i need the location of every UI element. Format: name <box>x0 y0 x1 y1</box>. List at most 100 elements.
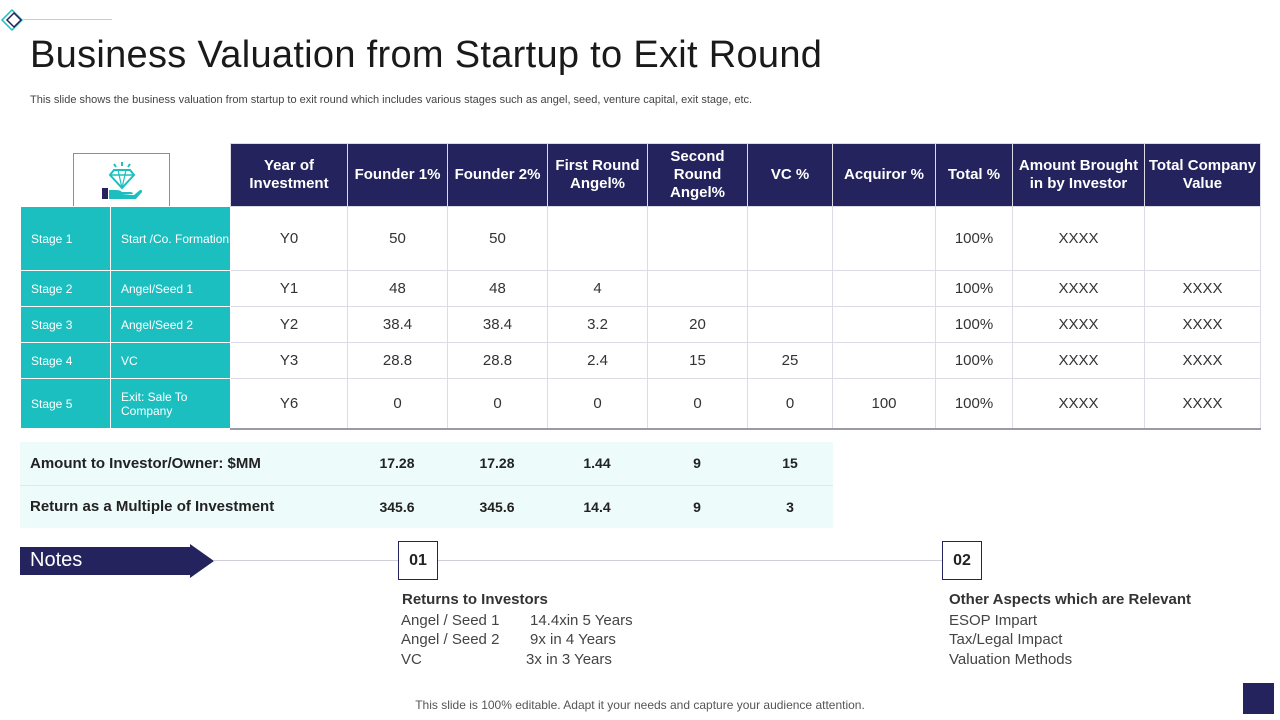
table-cell: 38.4 <box>447 306 548 343</box>
column-header: Total Company Value <box>1144 143 1261 207</box>
table-cell <box>547 206 648 271</box>
table-cell: XXXX <box>1144 270 1261 307</box>
stage-description: Angel/Seed 1 <box>110 270 231 307</box>
table-row: Stage 5 Exit: Sale To Company Y6 0 0 0 0… <box>20 378 1261 430</box>
stage-description: Start /Co. Formation <box>110 206 231 271</box>
stage-description: Angel/Seed 2 <box>110 306 231 343</box>
table-cell <box>647 270 748 307</box>
table-cell: Y6 <box>230 378 348 430</box>
note-line-value: 9x in 4 Years <box>530 631 616 648</box>
table-cell: XXXX <box>1012 378 1145 430</box>
column-header: Total % <box>935 143 1013 207</box>
table-cell <box>832 342 936 379</box>
table-cell <box>832 306 936 343</box>
table-row: Stage 2 Angel/Seed 1 Y1 48 48 4 100% XXX… <box>20 270 1261 307</box>
header-icon-box <box>73 153 170 207</box>
notes-timeline-line <box>214 560 942 561</box>
note-number-box: 02 <box>942 541 982 580</box>
notes-label: Notes <box>30 549 83 571</box>
table-cell: XXXX <box>1144 378 1261 430</box>
stage-label: Stage 2 <box>20 270 111 307</box>
table-cell: 38.4 <box>347 306 448 343</box>
summary-row: Amount to Investor/Owner: $MM 17.28 17.2… <box>20 442 833 486</box>
column-header: Year of Investment <box>230 143 348 207</box>
corner-square <box>1243 683 1274 714</box>
table-cell: 100% <box>935 206 1013 271</box>
table-cell: 0 <box>647 378 748 430</box>
table-cell: 3.2 <box>547 306 648 343</box>
stage-label: Stage 1 <box>20 206 111 271</box>
table-cell: 100% <box>935 378 1013 430</box>
table-cell <box>647 206 748 271</box>
stage-label: Stage 5 <box>20 378 111 429</box>
note-line: Tax/Legal Impact <box>949 631 1063 648</box>
table-cell: XXXX <box>1012 270 1145 307</box>
table-cell: 2.4 <box>547 342 648 379</box>
table-cell: Y1 <box>230 270 348 307</box>
summary-value: 1.44 <box>547 442 647 486</box>
table-cell <box>832 206 936 271</box>
note-line: Valuation Methods <box>949 651 1073 668</box>
table-cell: XXXX <box>1012 306 1145 343</box>
table-cell: XXXX <box>1144 342 1261 379</box>
table-cell: 4 <box>547 270 648 307</box>
header-rule <box>22 19 112 20</box>
table-cell: 28.8 <box>447 342 548 379</box>
table-cell: 28.8 <box>347 342 448 379</box>
note-title: Returns to Investors <box>402 591 548 608</box>
column-header: Founder 1% <box>347 143 448 207</box>
stage-label: Stage 4 <box>20 342 111 379</box>
page-subtitle: This slide shows the business valuation … <box>30 94 753 106</box>
table-cell: XXXX <box>1144 306 1261 343</box>
column-header: First Round Angel% <box>547 143 648 207</box>
table-cell <box>1144 206 1261 271</box>
note-line-name: VC <box>401 651 422 668</box>
note-title: Other Aspects which are Relevant <box>949 591 1192 608</box>
table-cell: 50 <box>347 206 448 271</box>
valuation-table: Year of Investment Founder 1% Founder 2%… <box>20 143 1261 430</box>
column-header: Founder 2% <box>447 143 548 207</box>
table-cell: 15 <box>647 342 748 379</box>
stage-description: Exit: Sale To Company <box>110 378 231 429</box>
table-cell: Y3 <box>230 342 348 379</box>
notes-arrow-shape <box>20 544 214 578</box>
table-cell <box>747 306 833 343</box>
diamond-in-hand-icon <box>101 161 142 199</box>
summary-label: Amount to Investor/Owner: $MM <box>20 442 347 486</box>
stage-label: Stage 3 <box>20 306 111 343</box>
column-header: Second Round Angel% <box>647 143 748 207</box>
table-cell: 0 <box>747 378 833 430</box>
column-header: Acquiror % <box>832 143 936 207</box>
summary-label: Return as a Multiple of Investment <box>30 498 275 516</box>
note-line-name: Angel / Seed 1 <box>401 612 500 629</box>
summary-value: 9 <box>693 498 701 515</box>
stage-description: VC <box>110 342 231 379</box>
table-cell: 48 <box>447 270 548 307</box>
table-row: Stage 4 VC Y3 28.8 28.8 2.4 15 25 100% X… <box>20 342 1261 379</box>
table-cell <box>747 270 833 307</box>
note-line-name: Angel / Seed 2 <box>401 631 500 648</box>
table-cell: 100% <box>935 270 1013 307</box>
column-header: VC % <box>747 143 833 207</box>
table-cell: XXXX <box>1012 342 1145 379</box>
summary-value: 345.6 <box>479 498 515 515</box>
summary-value: 15 <box>747 442 833 486</box>
table-cell: 25 <box>747 342 833 379</box>
table-cell: 100 <box>832 378 936 430</box>
summary-value: 3 <box>786 498 794 515</box>
table-cell: 0 <box>347 378 448 430</box>
blank-header-cell <box>21 144 111 207</box>
summary-table: Amount to Investor/Owner: $MM 17.28 17.2… <box>20 442 833 528</box>
summary-value: 345.6 <box>379 498 415 515</box>
table-cell: 0 <box>547 378 648 430</box>
table-row: Stage 1 Start /Co. Formation Y0 50 50 10… <box>20 206 1261 271</box>
blank-header-cell <box>111 144 231 207</box>
table-cell: Y0 <box>230 206 348 271</box>
note-line-value: 3x in 3 Years <box>526 651 612 668</box>
table-cell <box>832 270 936 307</box>
table-cell: Y2 <box>230 306 348 343</box>
summary-value: 14.4 <box>583 498 611 515</box>
table-cell: 50 <box>447 206 548 271</box>
note-number-box: 01 <box>398 541 438 580</box>
column-header: Amount Brought in by Investor <box>1012 143 1145 207</box>
